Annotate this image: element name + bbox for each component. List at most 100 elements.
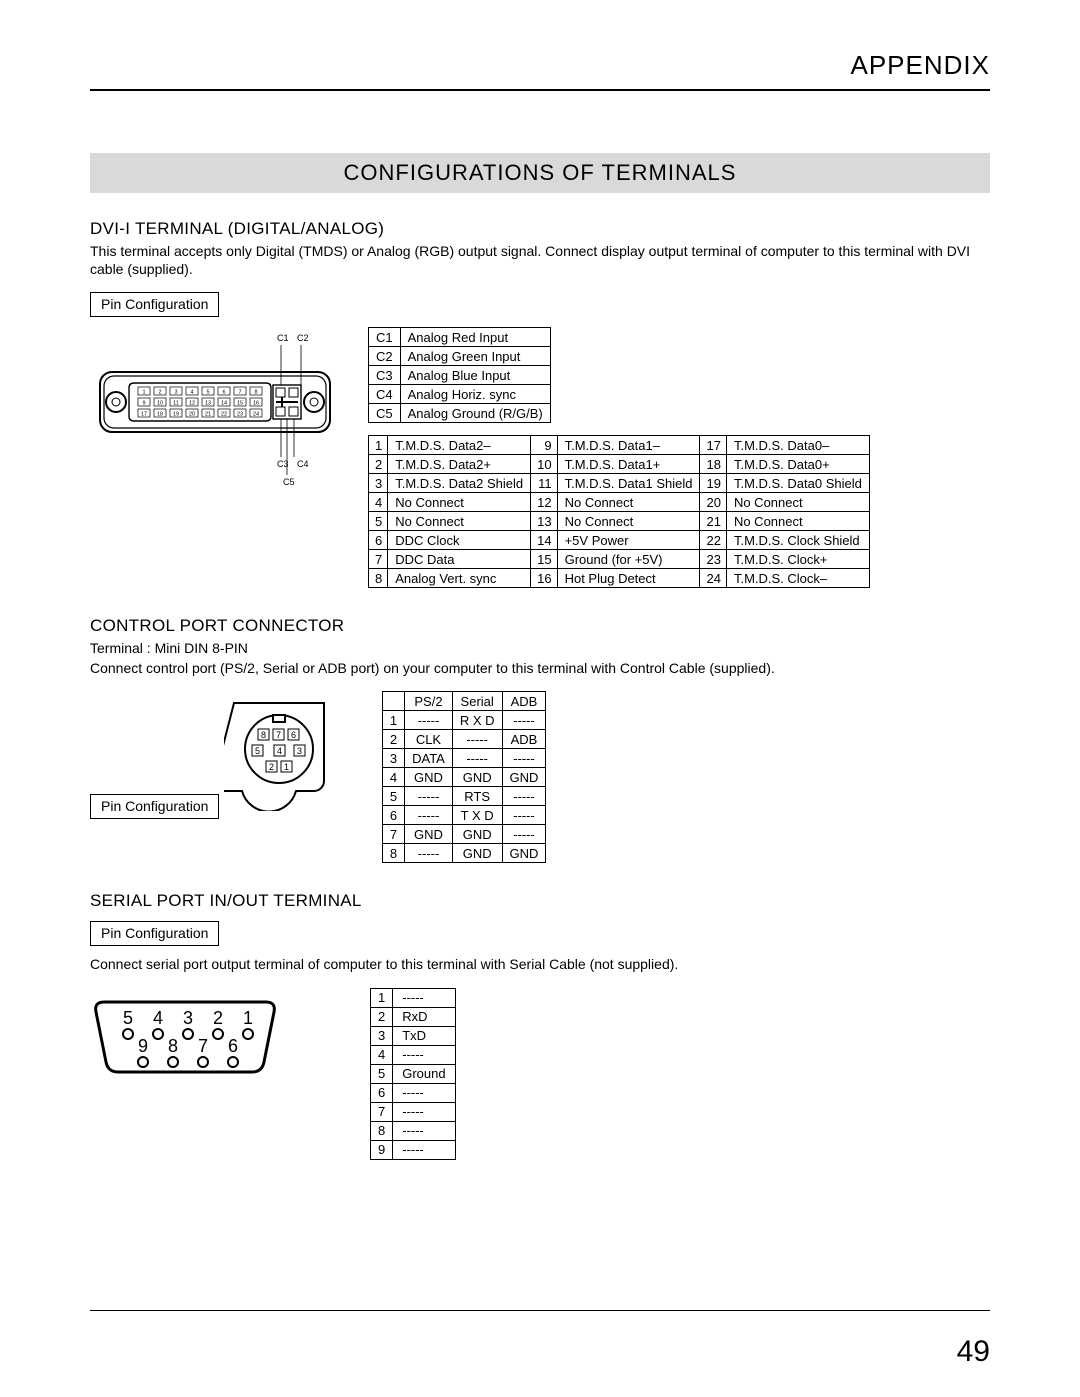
page-number: 49 bbox=[957, 1335, 990, 1369]
svg-text:6: 6 bbox=[228, 1036, 238, 1056]
serial-section: SERIAL PORT IN/OUT TERMINAL Pin Configur… bbox=[90, 891, 990, 1160]
signal-cell: ----- bbox=[502, 825, 546, 844]
signal-cell: No Connect bbox=[388, 512, 531, 531]
table-row: 16Hot Plug Detect bbox=[531, 569, 700, 588]
signal-cell: GND bbox=[502, 844, 546, 863]
svg-text:C1: C1 bbox=[277, 333, 289, 343]
signal-cell: GND bbox=[405, 825, 453, 844]
signal-cell: T.M.D.S. Data2 Shield bbox=[388, 474, 531, 493]
svg-text:13: 13 bbox=[205, 401, 211, 407]
svg-text:21: 21 bbox=[205, 412, 211, 418]
signal-cell: T.M.D.S. Data1 Shield bbox=[557, 474, 700, 493]
table-row: 2RxD bbox=[371, 1007, 456, 1026]
pin-cell: 2 bbox=[371, 1007, 393, 1026]
table-row: 13No Connect bbox=[531, 512, 700, 531]
table-row: 4----- bbox=[371, 1045, 456, 1064]
svg-text:3: 3 bbox=[183, 1008, 193, 1028]
table-row: 7----- bbox=[371, 1102, 456, 1121]
signal-cell: Analog Green Input bbox=[400, 347, 550, 366]
signal-cell: DDC Data bbox=[388, 550, 531, 569]
serial-table: 1-----2RxD3TxD4-----5Ground6-----7-----8… bbox=[370, 988, 456, 1160]
table-row: 1-----R X D----- bbox=[382, 711, 546, 730]
svg-text:18: 18 bbox=[157, 412, 163, 418]
pin-cell: 9 bbox=[371, 1140, 393, 1159]
svg-text:9: 9 bbox=[142, 401, 145, 407]
column-header bbox=[382, 692, 404, 711]
signal-cell: ----- bbox=[393, 1083, 455, 1102]
table-row: 9T.M.D.S. Data1– bbox=[531, 436, 700, 455]
signal-cell: ----- bbox=[393, 988, 455, 1007]
pin-cell: 4 bbox=[382, 768, 404, 787]
svg-text:8: 8 bbox=[261, 730, 266, 740]
signal-cell: ----- bbox=[393, 1045, 455, 1064]
pin-cell: 8 bbox=[369, 569, 388, 588]
signal-cell: GND bbox=[405, 768, 453, 787]
table-row: 8Analog Vert. sync bbox=[369, 569, 531, 588]
pin-cell: 1 bbox=[382, 711, 404, 730]
pin-cell: 5 bbox=[369, 512, 388, 531]
signal-cell: ----- bbox=[502, 806, 546, 825]
dvi-row: C1 C2 bbox=[90, 327, 990, 588]
signal-cell: DATA bbox=[405, 749, 453, 768]
table-row: C5Analog Ground (R/G/B) bbox=[369, 404, 551, 423]
header-rule bbox=[90, 89, 990, 91]
signal-cell: T.M.D.S. Clock– bbox=[726, 569, 869, 588]
pin-cell: 23 bbox=[700, 550, 726, 569]
table-row: 9----- bbox=[371, 1140, 456, 1159]
table-row: 23T.M.D.S. Clock+ bbox=[700, 550, 869, 569]
table-row: 4GNDGNDGND bbox=[382, 768, 546, 787]
signal-cell: No Connect bbox=[557, 493, 700, 512]
table-row: 19T.M.D.S. Data0 Shield bbox=[700, 474, 869, 493]
pin-cell: 11 bbox=[531, 474, 557, 493]
signal-cell: ADB bbox=[502, 730, 546, 749]
svg-text:C3: C3 bbox=[277, 459, 289, 469]
svg-text:4: 4 bbox=[277, 746, 282, 756]
pin-cell: 8 bbox=[382, 844, 404, 863]
signal-cell: Analog Horiz. sync bbox=[400, 385, 550, 404]
column-header: ADB bbox=[502, 692, 546, 711]
db9-icon: 54321 9876 bbox=[90, 988, 280, 1088]
signal-cell: RTS bbox=[452, 787, 502, 806]
svg-text:19: 19 bbox=[173, 412, 179, 418]
svg-text:5: 5 bbox=[123, 1008, 133, 1028]
pin-cell: 2 bbox=[369, 455, 388, 474]
pin-cell: 12 bbox=[531, 493, 557, 512]
ctrl-section: CONTROL PORT CONNECTOR Terminal : Mini D… bbox=[90, 616, 990, 863]
signal-cell: CLK bbox=[405, 730, 453, 749]
signal-cell: T.M.D.S. Data1+ bbox=[557, 455, 700, 474]
pin-cell: 6 bbox=[369, 531, 388, 550]
pin-cell: C1 bbox=[369, 328, 401, 347]
svg-text:8: 8 bbox=[254, 390, 257, 396]
dvi-pin-label: Pin Configuration bbox=[90, 292, 219, 317]
pin-cell: 4 bbox=[371, 1045, 393, 1064]
column-header: Serial bbox=[452, 692, 502, 711]
table-row: 21No Connect bbox=[700, 512, 869, 531]
table-row: 5No Connect bbox=[369, 512, 531, 531]
pin-cell: 5 bbox=[382, 787, 404, 806]
signal-cell: ----- bbox=[405, 787, 453, 806]
pin-cell: 8 bbox=[371, 1121, 393, 1140]
dvi-title: DVI-I TERMINAL (DIGITAL/ANALOG) bbox=[90, 219, 990, 239]
serial-row: 54321 9876 1-----2RxD3TxD4-----5Ground6-… bbox=[90, 988, 990, 1160]
pin-cell: 22 bbox=[700, 531, 726, 550]
svg-text:1: 1 bbox=[284, 762, 289, 772]
table-row: 3TxD bbox=[371, 1026, 456, 1045]
signal-cell: Hot Plug Detect bbox=[557, 569, 700, 588]
svg-text:24: 24 bbox=[253, 412, 259, 418]
svg-text:1: 1 bbox=[142, 390, 145, 396]
signal-cell: ----- bbox=[452, 749, 502, 768]
signal-cell: T X D bbox=[452, 806, 502, 825]
table-row: 1T.M.D.S. Data2– bbox=[369, 436, 531, 455]
svg-text:2: 2 bbox=[269, 762, 274, 772]
serial-title: SERIAL PORT IN/OUT TERMINAL bbox=[90, 891, 990, 911]
svg-text:11: 11 bbox=[173, 401, 179, 407]
pin-cell: 1 bbox=[371, 988, 393, 1007]
svg-text:6: 6 bbox=[291, 730, 296, 740]
signal-cell: ----- bbox=[405, 711, 453, 730]
signal-cell: T.M.D.S. Data0 Shield bbox=[726, 474, 869, 493]
signal-cell: ----- bbox=[502, 749, 546, 768]
signal-cell: No Connect bbox=[726, 512, 869, 531]
serial-diagram: 54321 9876 bbox=[90, 988, 280, 1093]
signal-cell: ----- bbox=[405, 806, 453, 825]
ctrl-body: Connect control port (PS/2, Serial or AD… bbox=[90, 660, 990, 678]
